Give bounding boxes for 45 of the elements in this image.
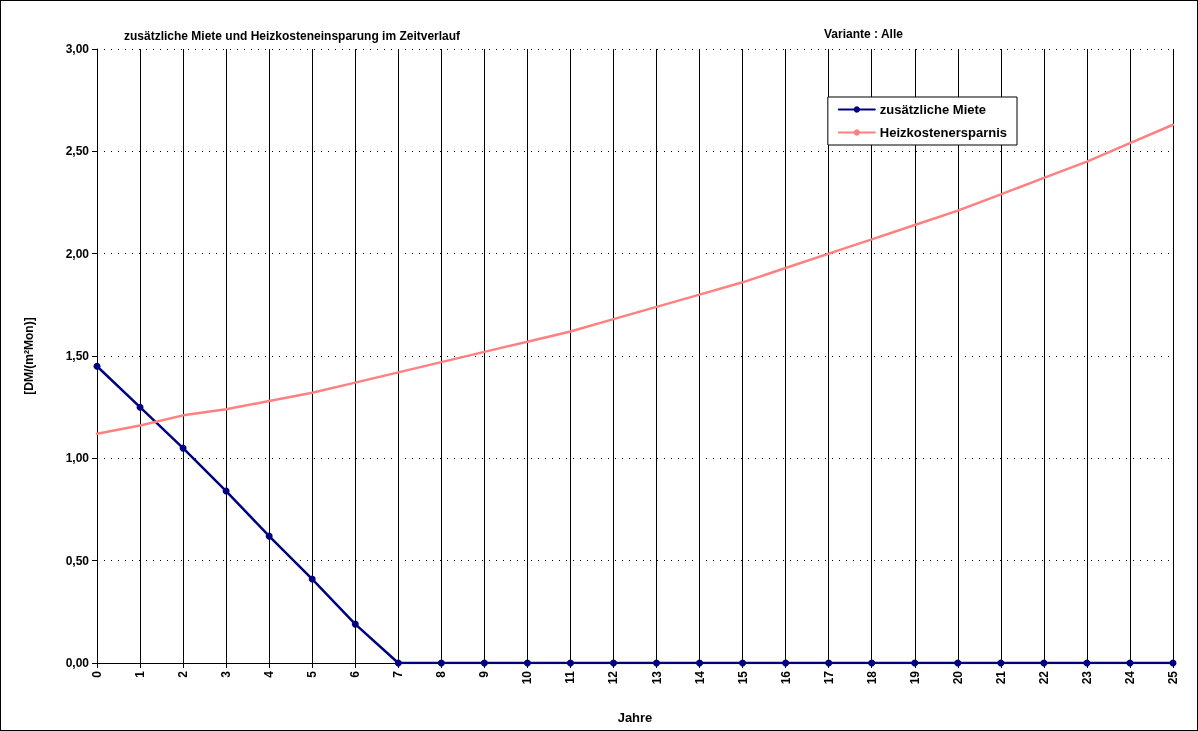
x-tick-label: 7 — [391, 670, 406, 678]
point — [265, 532, 273, 540]
point — [351, 620, 359, 628]
x-tick-label: 19 — [907, 670, 922, 685]
x-tick-label: 0 — [90, 670, 104, 678]
x-tick-label: 22 — [1036, 670, 1051, 685]
x-tick-label: 3 — [219, 670, 234, 678]
legend-label: zusätzliche Miete — [879, 102, 987, 117]
y-tick-label: 1,00 — [65, 451, 90, 466]
x-tick-label: 5 — [305, 670, 320, 678]
point — [93, 362, 101, 370]
point — [222, 487, 230, 495]
x-tick-label: 18 — [864, 670, 879, 685]
chart-subtitle: Variante : Alle — [824, 27, 904, 41]
x-tick-label: 21 — [993, 670, 1008, 685]
x-tick-label: 17 — [821, 670, 836, 685]
y-axis-title: [DM/(m²Mon)] — [22, 317, 36, 395]
x-tick-label: 1 — [133, 670, 148, 678]
x-tick-label: 14 — [692, 670, 707, 685]
x-tick-label: 25 — [1166, 670, 1180, 685]
y-tick-label: 2,00 — [65, 246, 90, 261]
x-tick-label: 15 — [735, 670, 750, 685]
x-tick-label: 8 — [434, 670, 449, 678]
x-tick-label: 6 — [348, 670, 363, 678]
x-tick-label: 23 — [1079, 670, 1094, 685]
chart-title: zusätzliche Miete und Heizkosteneinsparung im Zeitverlauf — [124, 29, 462, 43]
y-tick-label: 0,50 — [65, 553, 90, 568]
x-tick-label: 20 — [950, 670, 965, 685]
line-series — [95, 123, 1175, 436]
point — [308, 575, 316, 583]
legend-label: Heizkostenersparnis — [879, 125, 1008, 140]
x-tick-label: 11 — [563, 670, 578, 684]
x-tick-label: 2 — [176, 670, 191, 678]
x-tick-label: 13 — [649, 670, 664, 685]
x-tick-label: 4 — [262, 670, 277, 678]
y-tick-label: 1,50 — [65, 349, 90, 363]
x-tick-label: 10 — [520, 670, 535, 685]
x-axis-title: Jahre — [617, 710, 653, 725]
y-tick-label: 2,50 — [65, 144, 90, 159]
y-tick-label: 3,00 — [65, 42, 90, 56]
x-tick-label: 16 — [778, 670, 793, 685]
x-tick-label: 24 — [1122, 670, 1137, 685]
x-tick-label: 12 — [606, 670, 621, 685]
y-tick-label: 0,00 — [65, 656, 90, 670]
x-tick-label: 9 — [477, 670, 492, 678]
